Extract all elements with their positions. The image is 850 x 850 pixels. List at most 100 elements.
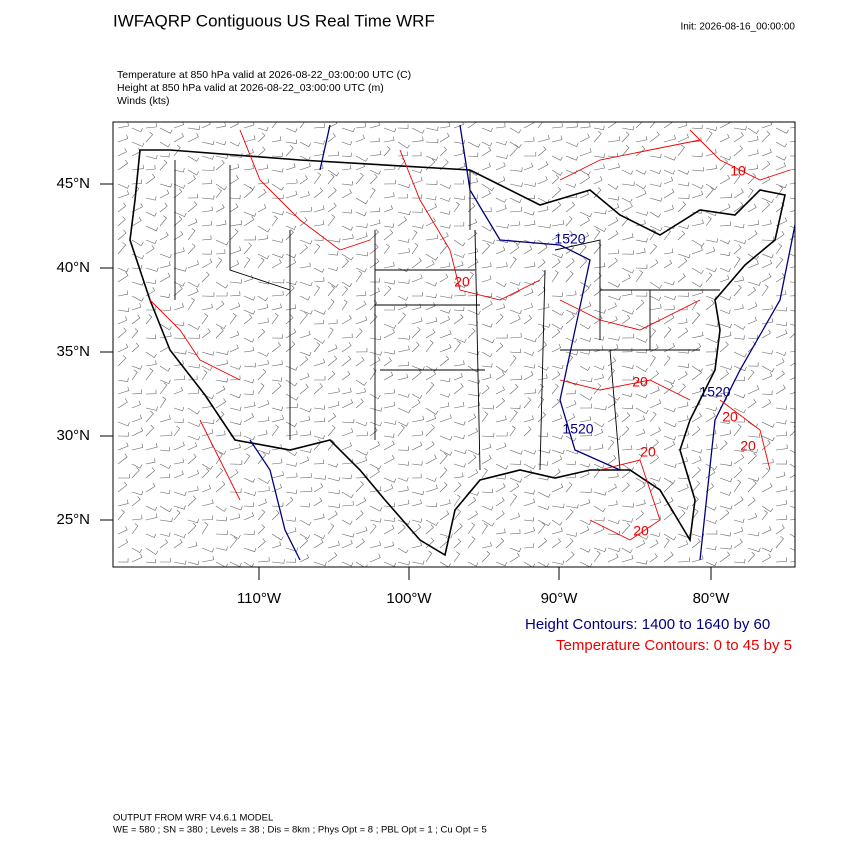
wind-barb	[593, 365, 605, 370]
wind-barb	[369, 137, 380, 143]
wind-barb	[369, 351, 382, 356]
wind-barb	[705, 247, 716, 255]
wind-barb	[173, 188, 183, 199]
wind-barb	[733, 518, 745, 523]
wind-barb	[789, 474, 795, 479]
wind-barb	[691, 466, 701, 479]
wind-barb	[551, 371, 561, 381]
wind-barb	[621, 274, 631, 283]
wind-barb	[509, 220, 520, 227]
wind-barb	[453, 340, 462, 353]
wind-barb	[369, 463, 382, 470]
wind-barb	[341, 141, 353, 146]
wind-barb	[187, 125, 201, 130]
wind-barb	[537, 243, 548, 255]
wind-barb	[131, 389, 143, 395]
wind-barb	[649, 553, 658, 563]
wind-barb	[453, 421, 466, 426]
wind-barb	[789, 377, 795, 381]
wind-barb	[397, 373, 409, 381]
wind-barb	[229, 291, 241, 297]
wind-barb	[551, 560, 565, 565]
wind-barb	[131, 141, 145, 147]
wind-barb	[243, 135, 256, 143]
wind-barb	[411, 194, 423, 199]
wind-barb	[117, 316, 128, 325]
wind-barb	[453, 139, 465, 145]
wind-barb	[747, 341, 756, 353]
wind-barb	[117, 216, 126, 227]
wind-barb	[215, 530, 228, 535]
wind-barb	[145, 558, 157, 564]
wind-barb	[131, 400, 141, 409]
wind-barb	[201, 303, 213, 311]
wind-barb	[159, 539, 169, 549]
wind-barb	[271, 122, 278, 129]
wind-barb	[551, 538, 562, 549]
wind-barb	[341, 127, 355, 133]
wind-barb	[481, 189, 491, 199]
wind-barb	[677, 457, 688, 465]
wind-barb	[761, 259, 773, 269]
wind-barb	[677, 318, 688, 325]
temperature-contour	[149, 129, 791, 541]
wind-barb	[565, 270, 574, 283]
wind-barb	[579, 211, 593, 218]
wind-barb	[649, 328, 657, 339]
wind-barb	[439, 343, 452, 353]
wind-barb	[747, 531, 760, 537]
temperature-contour-label: 20	[722, 409, 738, 425]
wind-barb	[299, 309, 313, 315]
wind-barb	[215, 220, 227, 227]
wind-barb	[313, 243, 321, 255]
wind-barb	[495, 561, 507, 567]
wind-barb	[397, 486, 409, 493]
wind-barb	[761, 372, 773, 381]
wind-barb	[719, 505, 733, 510]
wind-barb	[621, 503, 634, 508]
wind-barb	[747, 385, 760, 395]
wind-barb	[439, 309, 451, 314]
wind-barb	[215, 449, 227, 455]
wind-barb	[621, 202, 633, 213]
wind-barb	[425, 454, 437, 465]
wind-barb	[439, 329, 452, 339]
wind-barb	[201, 484, 211, 493]
state-borders	[174, 160, 720, 471]
wind-barb	[635, 379, 647, 386]
wind-barb	[565, 481, 573, 493]
wind-barb	[173, 183, 186, 189]
wind-barb	[635, 270, 644, 283]
wind-barb	[705, 519, 717, 524]
wind-barb	[551, 414, 563, 423]
wind-barb	[733, 424, 742, 437]
wind-barb	[243, 401, 256, 409]
wind-barb	[173, 303, 184, 311]
wind-barb	[285, 462, 297, 467]
wind-barb	[369, 553, 381, 563]
wind-barb	[229, 460, 243, 465]
wind-barb	[523, 288, 534, 297]
wind-barb	[467, 401, 481, 409]
wind-barb	[439, 262, 451, 269]
wind-barb	[481, 242, 491, 255]
footer-line: WE = 580 ; SN = 380 ; Levels = 38 ; Dis …	[113, 825, 487, 836]
wind-barb	[453, 551, 461, 563]
wind-barb	[131, 514, 143, 521]
wind-barb	[327, 266, 339, 272]
wind-barb	[635, 560, 648, 565]
wind-barb	[495, 334, 508, 339]
wind-barb	[439, 273, 449, 283]
wind-barb	[411, 326, 421, 339]
wind-barb	[411, 127, 425, 134]
wind-barb	[523, 136, 535, 143]
wind-barb	[383, 323, 397, 329]
wind-barb	[719, 155, 732, 161]
wind-barb	[509, 547, 522, 553]
wind-barb	[747, 127, 759, 135]
temperature-contour-label: 20	[640, 444, 656, 460]
wind-barb	[383, 261, 395, 269]
wind-barb	[285, 547, 299, 552]
wind-barb	[649, 454, 660, 465]
wind-barb	[425, 155, 439, 161]
